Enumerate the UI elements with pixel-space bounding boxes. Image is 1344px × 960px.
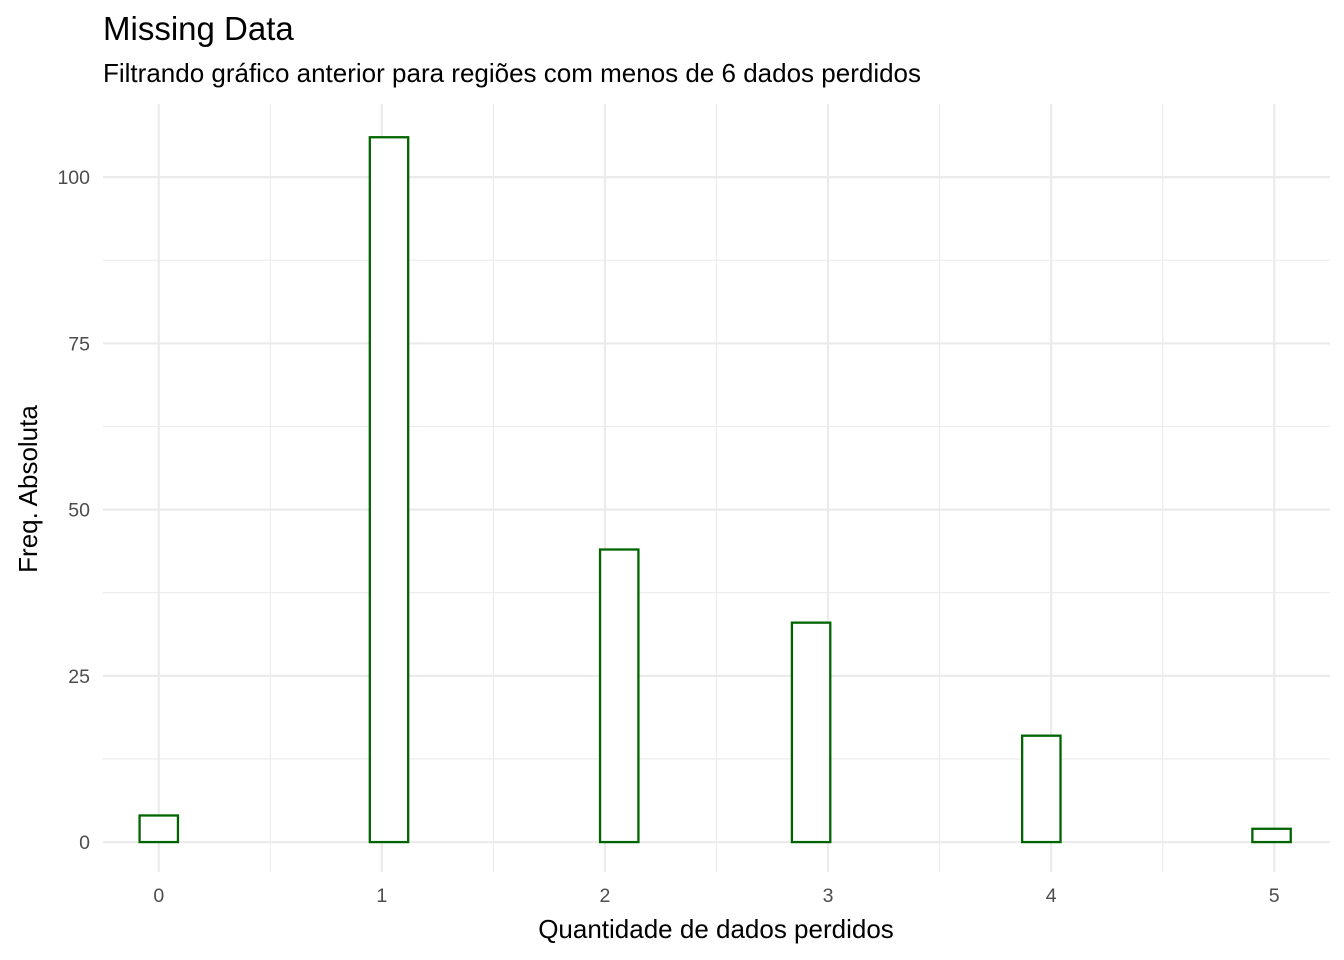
y-tick-label: 0 [79, 832, 90, 854]
x-tick-label: 0 [153, 885, 164, 907]
minor-gridlines [103, 104, 1330, 872]
x-axis-title: Quantidade de dados perdidos [538, 914, 894, 944]
x-tick-label: 4 [1046, 885, 1057, 907]
x-tick-label: 3 [823, 885, 834, 907]
x-tick-label: 1 [376, 885, 387, 907]
histogram-bar [368, 136, 410, 844]
y-tick-label: 25 [68, 666, 90, 688]
x-tick-label: 2 [600, 885, 611, 907]
histogram-bar [598, 548, 640, 844]
histogram-bar [1251, 827, 1292, 844]
chart-subtitle: Filtrando gráfico anterior para regiões … [103, 58, 922, 88]
histogram-bars [138, 136, 1292, 844]
y-tick-label: 75 [68, 333, 90, 355]
y-tick-label: 100 [57, 167, 90, 189]
chart-title: Missing Data [103, 10, 294, 47]
x-tick-label: 5 [1269, 885, 1280, 907]
y-tick-label: 50 [68, 500, 90, 522]
histogram-bar [138, 814, 180, 844]
y-axis-title: Freq. Absoluta [13, 405, 43, 573]
y-axis-ticks: 0 25 50 75 100 [57, 167, 90, 854]
x-axis-ticks: 0 1 2 3 4 5 [153, 885, 1279, 907]
histogram-bar [790, 621, 832, 844]
histogram-bar [1020, 734, 1062, 844]
